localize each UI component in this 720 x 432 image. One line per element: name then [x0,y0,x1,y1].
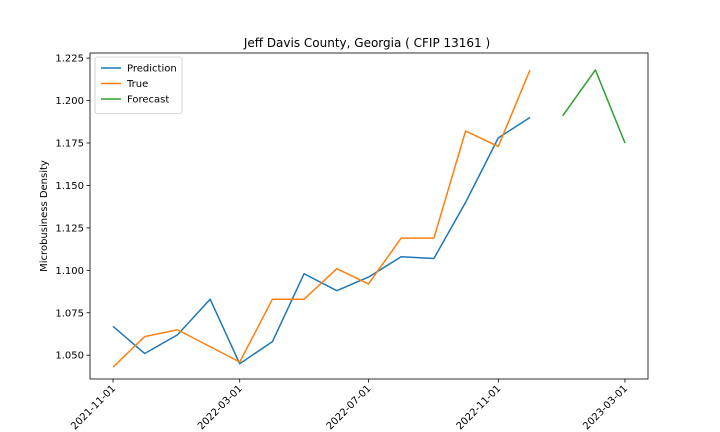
y-tick-label: 1.150 [55,181,84,192]
series-line-forecast [562,69,626,144]
x-tick-label: 2021-11-01 [69,383,118,432]
x-tick-label: 2022-07-01 [325,383,374,432]
x-tick-label: 2022-11-01 [455,383,504,432]
y-tick-label: 1.225 [55,54,84,65]
y-tick-label: 1.075 [55,308,84,319]
x-tick-label: 2022-03-01 [196,383,245,432]
legend-label-forecast: Forecast [127,95,169,106]
legend-label-prediction: Prediction [127,64,177,75]
y-tick-label: 1.175 [55,138,84,149]
series-layer [112,69,626,368]
series-line-prediction [112,116,531,365]
chart-title: Jeff Davis County, Georgia ( CFIP 13161 … [243,36,490,50]
y-axis-label: Microbusiness Density [39,160,50,272]
x-tick-label: 2023-03-01 [581,383,630,432]
y-tick-label: 1.100 [55,266,84,277]
legend-label-true: True [126,79,148,90]
plot-frame [89,52,649,380]
series-line-true [112,69,531,368]
y-tick-label: 1.050 [55,351,84,362]
y-tick-label: 1.125 [55,223,84,234]
legend: Prediction True Forecast [94,56,183,114]
y-tick-label: 1.200 [55,96,84,107]
